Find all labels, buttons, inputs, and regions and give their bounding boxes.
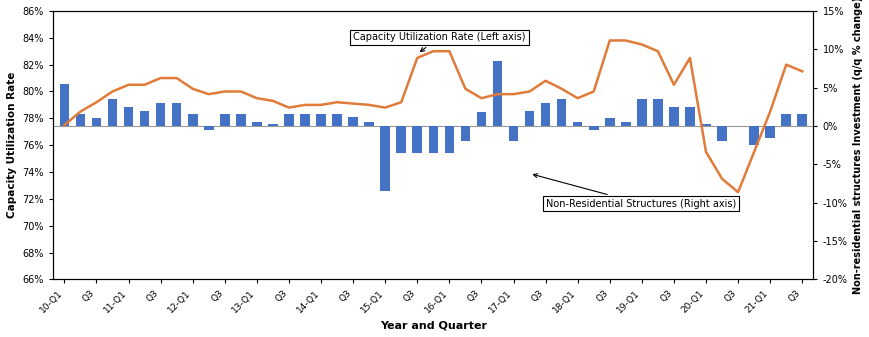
Bar <box>220 115 229 126</box>
Bar <box>156 103 165 126</box>
Bar <box>588 126 598 130</box>
Bar <box>412 126 421 153</box>
Bar <box>492 61 501 126</box>
Bar <box>508 126 518 141</box>
Bar <box>460 126 469 141</box>
Bar <box>284 115 294 126</box>
Bar <box>348 117 357 126</box>
Bar <box>235 115 245 126</box>
Y-axis label: Non-residential structures Investment (q/q % change): Non-residential structures Investment (q… <box>852 0 862 294</box>
Bar <box>765 126 774 137</box>
Bar <box>556 99 566 126</box>
Bar <box>315 115 326 126</box>
Y-axis label: Capacity Utilization Rate: Capacity Utilization Rate <box>7 72 17 218</box>
Bar <box>604 118 614 126</box>
Bar <box>59 84 70 126</box>
Bar <box>91 118 101 126</box>
Bar <box>668 107 678 126</box>
Bar <box>780 115 790 126</box>
Bar <box>252 122 262 126</box>
Bar <box>700 124 710 126</box>
Bar <box>716 126 726 141</box>
Bar <box>524 111 534 126</box>
Bar <box>332 115 342 126</box>
Bar <box>620 122 630 126</box>
Bar <box>108 99 117 126</box>
Bar <box>428 126 438 153</box>
Bar <box>380 126 389 191</box>
Bar <box>140 111 149 126</box>
Bar <box>364 122 374 126</box>
Bar <box>172 103 182 126</box>
Bar <box>476 112 486 126</box>
Bar <box>797 115 806 126</box>
Bar <box>76 115 85 126</box>
Bar <box>444 126 454 153</box>
X-axis label: Year and Quarter: Year and Quarter <box>380 320 487 330</box>
Bar <box>572 122 582 126</box>
Bar <box>300 115 309 126</box>
Bar <box>268 124 277 126</box>
Bar <box>653 99 662 126</box>
Bar <box>396 126 406 153</box>
Bar <box>123 107 133 126</box>
Bar <box>685 107 694 126</box>
Bar <box>541 103 550 126</box>
Text: Capacity Utilization Rate (Left axis): Capacity Utilization Rate (Left axis) <box>353 32 525 52</box>
Bar <box>188 115 197 126</box>
Bar <box>636 99 646 126</box>
Bar <box>748 126 758 145</box>
Bar <box>203 126 213 130</box>
Text: Non-Residential Structures (Right axis): Non-Residential Structures (Right axis) <box>533 174 735 209</box>
